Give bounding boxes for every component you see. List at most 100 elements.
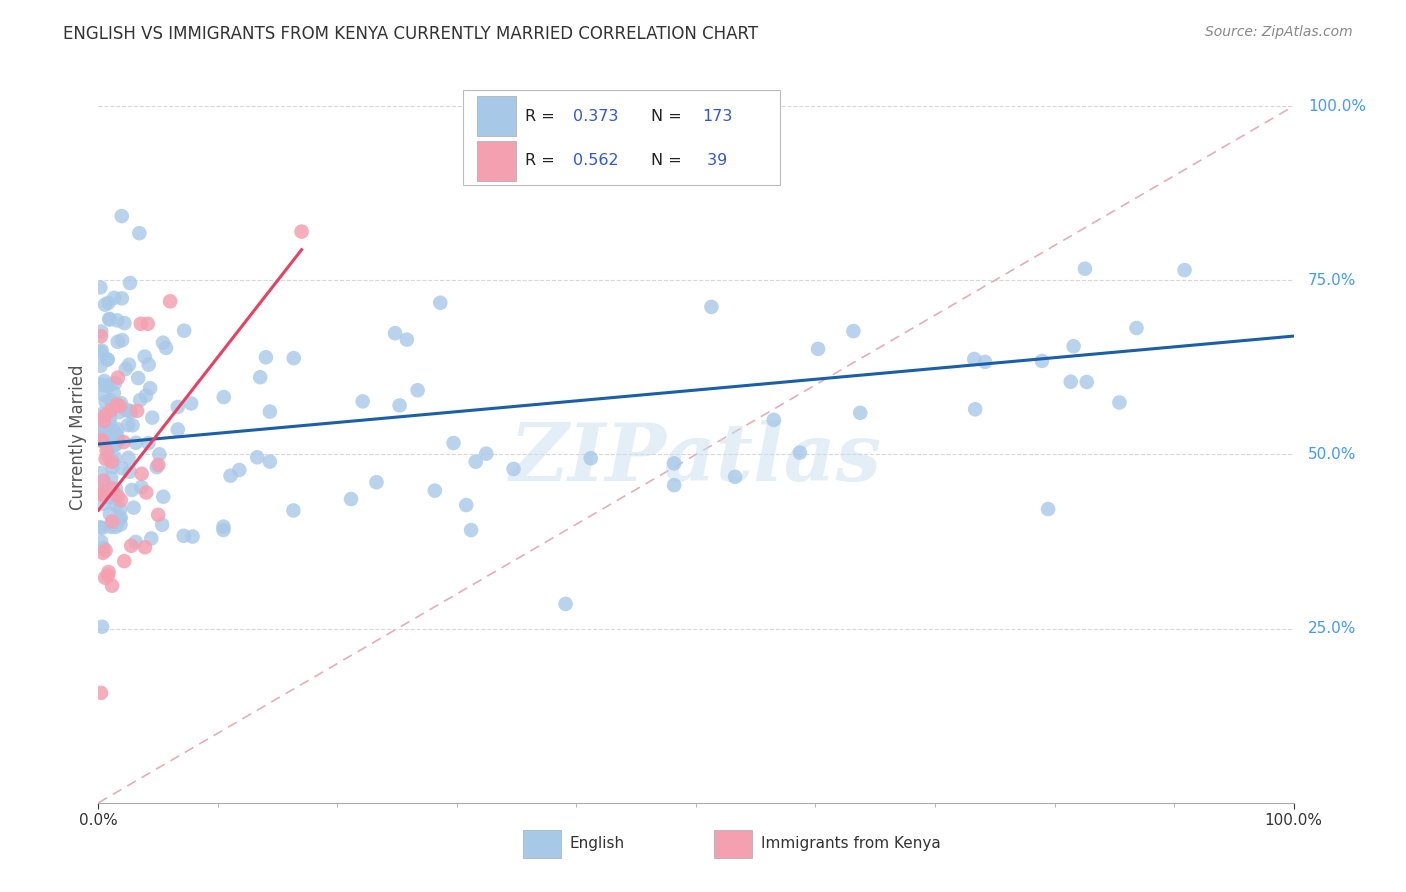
Point — [89, 416, 111, 430]
Point — [104, 376, 127, 390]
Point — [134, 350, 156, 364]
Point — [108, 399, 131, 413]
Point — [460, 523, 482, 537]
Point — [249, 370, 271, 384]
Point — [110, 510, 132, 524]
Point — [662, 457, 685, 471]
Bar — [714, 830, 752, 858]
Point — [103, 386, 125, 401]
Point — [100, 432, 122, 446]
Point — [98, 507, 121, 521]
Point — [93, 474, 115, 488]
Point — [98, 442, 121, 457]
Point — [93, 374, 115, 388]
Point — [129, 392, 152, 407]
Point — [136, 317, 159, 331]
Point — [388, 399, 411, 413]
Point — [166, 400, 188, 414]
Point — [96, 352, 118, 367]
Point — [107, 434, 129, 448]
Point — [93, 419, 115, 434]
Point — [89, 483, 111, 498]
Point — [138, 436, 160, 450]
Point — [127, 371, 149, 385]
Point — [127, 404, 149, 418]
Point — [93, 474, 115, 488]
Point — [148, 508, 170, 522]
Point — [1173, 263, 1195, 277]
Point — [90, 377, 112, 392]
Point — [90, 345, 112, 359]
Point — [135, 389, 157, 403]
Point — [98, 312, 121, 326]
Point — [101, 579, 124, 593]
Point — [94, 409, 117, 423]
Point — [90, 359, 112, 373]
Point — [114, 362, 136, 376]
Point — [91, 412, 114, 426]
Point — [108, 512, 131, 526]
FancyBboxPatch shape — [463, 90, 780, 185]
Point — [1063, 339, 1085, 353]
Point — [114, 403, 136, 417]
Point — [89, 433, 111, 447]
Point — [965, 402, 987, 417]
Point — [91, 407, 114, 421]
Point — [125, 435, 148, 450]
Point — [89, 482, 111, 496]
Point — [135, 485, 157, 500]
Text: Immigrants from Kenya: Immigrants from Kenya — [761, 836, 941, 851]
Point — [502, 462, 524, 476]
Point — [125, 535, 148, 549]
Point — [103, 423, 125, 437]
Point — [429, 295, 451, 310]
Point — [849, 406, 872, 420]
Point — [246, 450, 269, 465]
Point — [97, 448, 120, 462]
Point — [352, 394, 374, 409]
Point — [111, 461, 134, 475]
Point — [90, 427, 112, 442]
Point — [138, 358, 160, 372]
Point — [90, 534, 112, 549]
Point — [104, 482, 127, 496]
Point — [97, 352, 120, 367]
Point — [141, 410, 163, 425]
Point — [121, 418, 143, 433]
Point — [1108, 395, 1130, 409]
Point — [104, 438, 127, 452]
Point — [107, 489, 129, 503]
Point — [283, 503, 305, 517]
Point — [456, 498, 478, 512]
Point — [384, 326, 406, 341]
Point — [94, 571, 117, 585]
Point — [101, 397, 124, 411]
Point — [91, 620, 114, 634]
Point — [139, 381, 162, 395]
Point — [111, 209, 134, 223]
Text: 0.562: 0.562 — [572, 153, 619, 169]
Point — [97, 422, 120, 436]
Point — [1125, 321, 1147, 335]
Point — [112, 435, 135, 450]
Point — [89, 427, 111, 442]
Point — [724, 470, 747, 484]
Point — [974, 355, 997, 369]
Point — [100, 438, 122, 452]
Point — [91, 541, 114, 555]
Point — [145, 460, 167, 475]
Point — [1074, 261, 1097, 276]
Point — [291, 225, 314, 239]
Point — [105, 313, 128, 327]
Point — [89, 280, 111, 294]
Point — [228, 463, 250, 477]
Text: N =: N = — [651, 109, 686, 124]
Text: 100.0%: 100.0% — [1308, 99, 1365, 113]
Text: 25.0%: 25.0% — [1308, 621, 1357, 636]
Text: Source: ZipAtlas.com: Source: ZipAtlas.com — [1205, 25, 1353, 39]
Point — [842, 324, 865, 338]
Point — [91, 487, 114, 501]
Point — [96, 443, 118, 458]
Point — [212, 390, 235, 404]
Point — [94, 395, 117, 409]
